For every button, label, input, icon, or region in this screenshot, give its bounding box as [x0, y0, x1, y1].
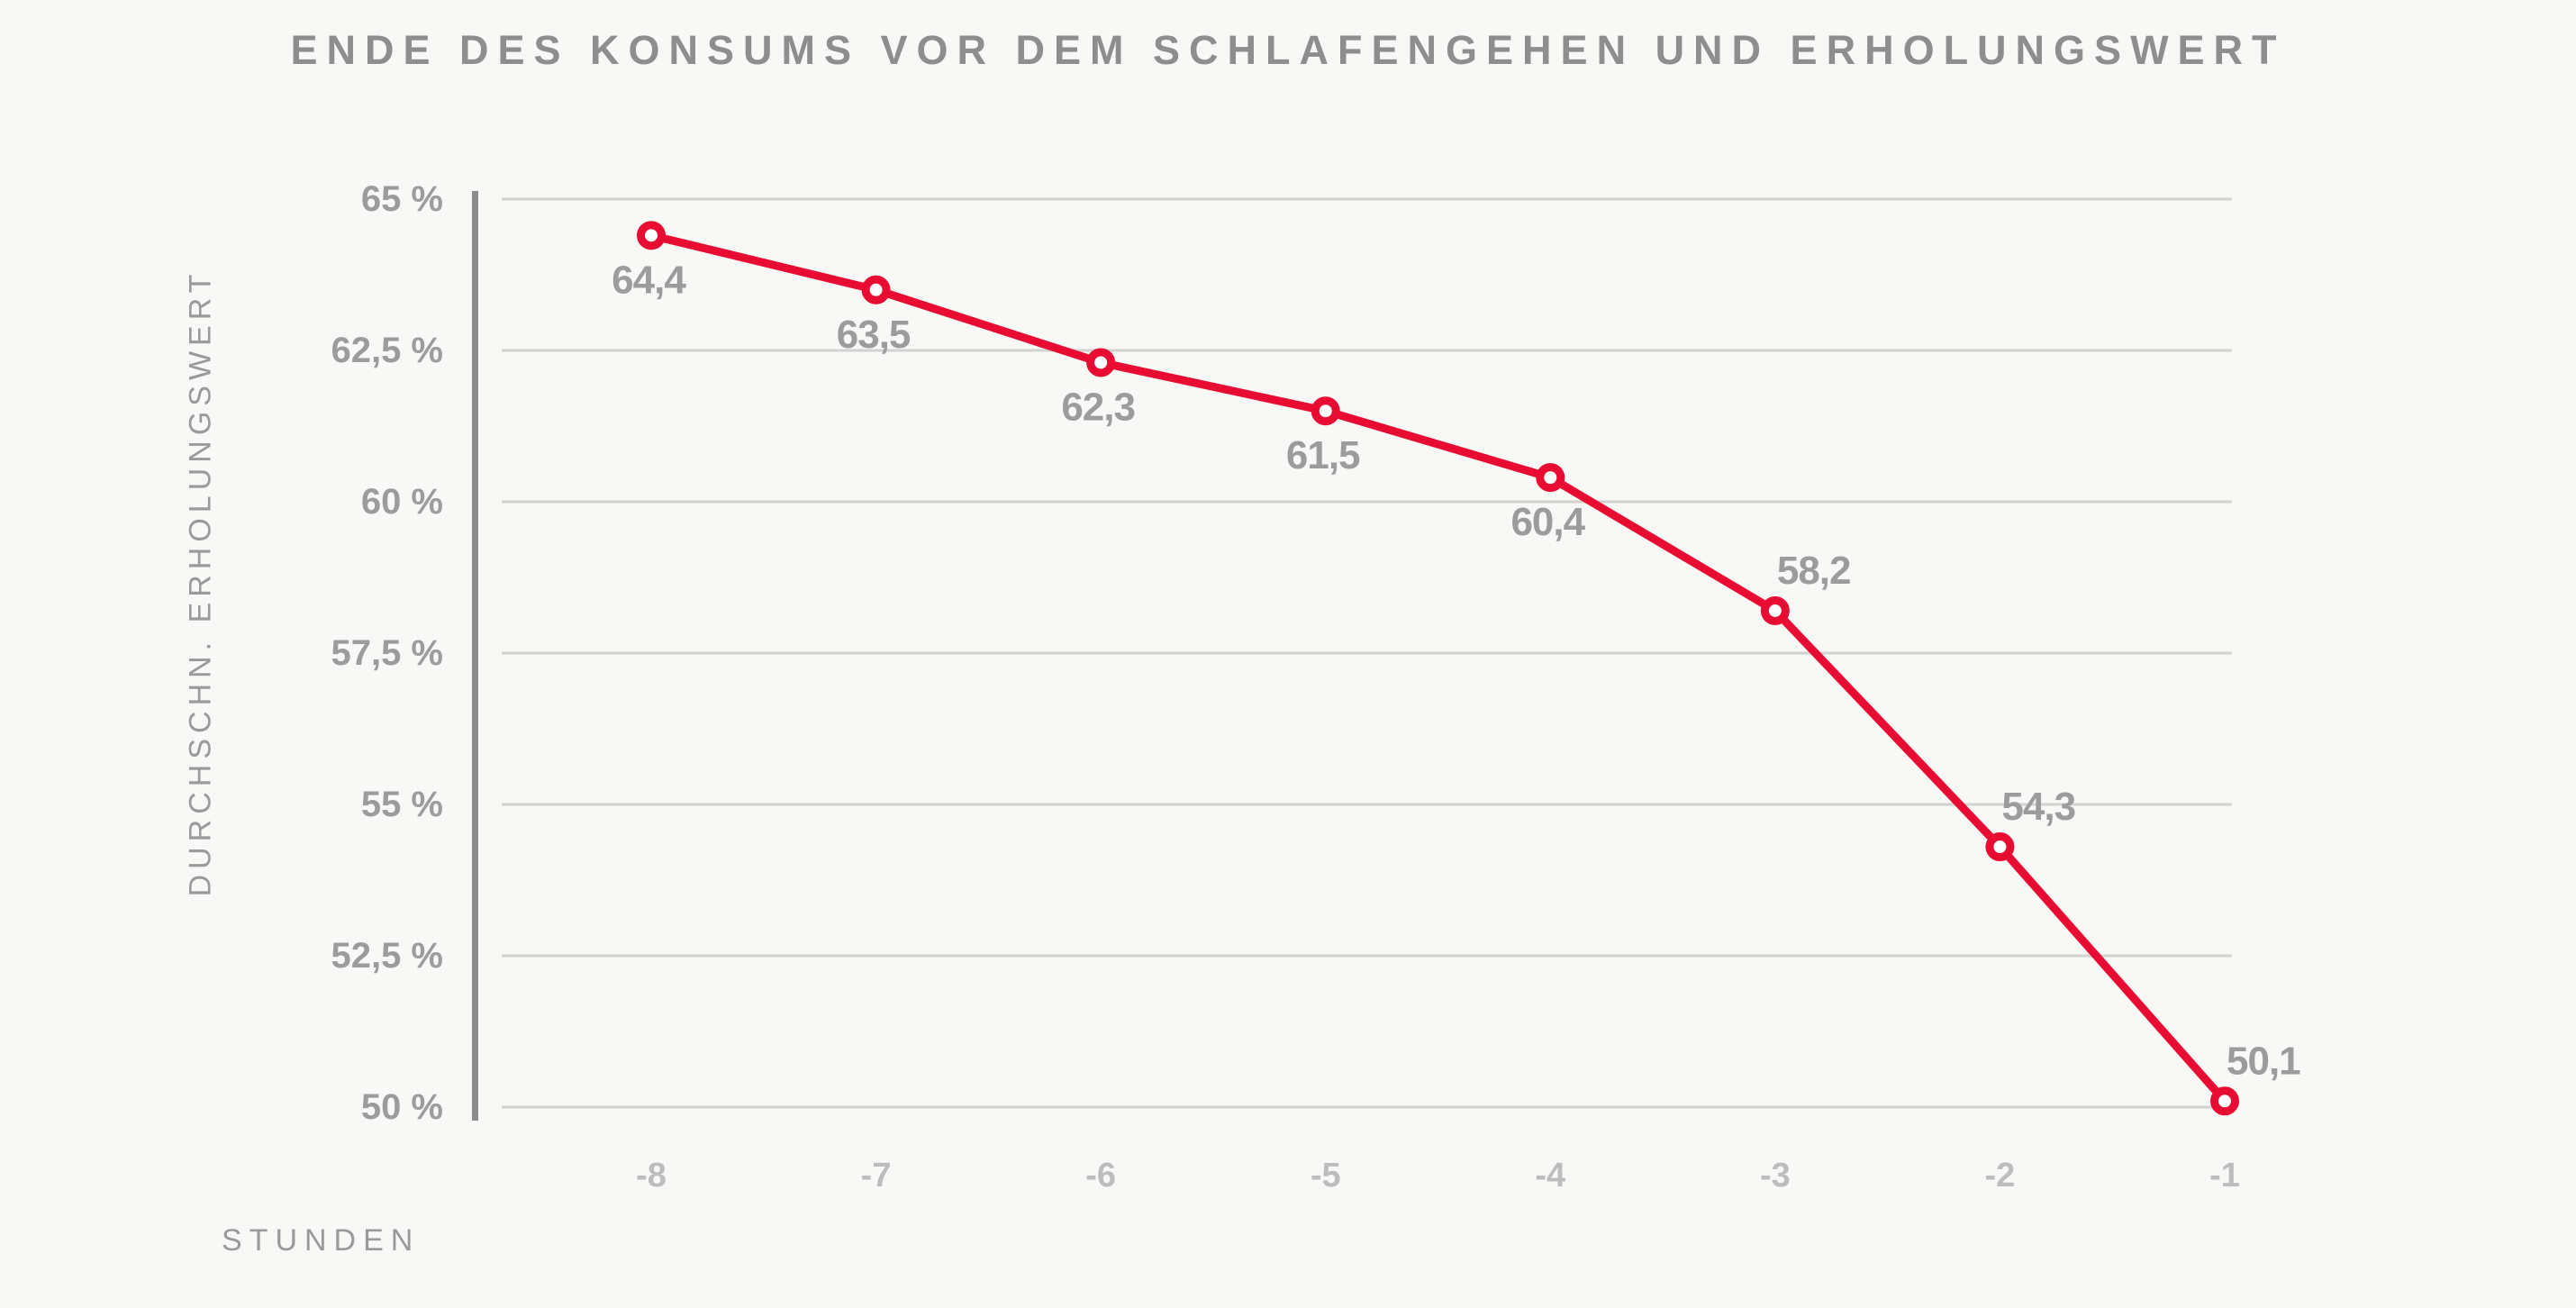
- data-point-marker: [1311, 396, 1340, 426]
- x-tick-label: -4: [1535, 1157, 1565, 1194]
- x-tick-label: -1: [2209, 1157, 2240, 1194]
- y-tick-label: 65 %: [361, 179, 443, 219]
- data-point-label: 50,1: [2227, 1039, 2300, 1083]
- chart-title: ENDE DES KONSUMS VOR DEM SCHLAFENGEHEN U…: [290, 27, 2286, 73]
- data-point-marker: [637, 221, 666, 250]
- y-tick-label: 60 %: [361, 482, 443, 522]
- data-point-marker: [1086, 348, 1116, 377]
- data-point-label: 58,2: [1777, 549, 1851, 593]
- x-tick-label: -8: [636, 1157, 667, 1194]
- y-tick-label: 57,5 %: [331, 633, 443, 673]
- x-tick-label: -7: [861, 1157, 892, 1194]
- data-point-marker: [2210, 1086, 2239, 1116]
- x-tick-label: -2: [1985, 1157, 2016, 1194]
- data-point-label: 63,5: [837, 313, 911, 357]
- data-point-marker: [1760, 595, 1790, 625]
- y-tick-label: 50 %: [361, 1087, 443, 1127]
- x-axis-title: STUNDEN: [222, 1223, 421, 1258]
- data-point-label: 54,3: [2001, 785, 2075, 829]
- data-point-marker: [1985, 832, 2015, 862]
- series-line: [647, 231, 2229, 1105]
- data-point-label: 60,4: [1510, 500, 1585, 544]
- y-axis-title: DURCHSCHN. ERHOLUNGSWERT: [183, 268, 218, 897]
- data-point-marker: [1536, 463, 1565, 493]
- y-tick-label: 52,5 %: [331, 936, 443, 976]
- data-point-marker: [861, 275, 891, 304]
- data-point-label: 64,4: [612, 258, 686, 302]
- y-axis-line: [472, 191, 478, 1121]
- y-tick-label: 62,5 %: [331, 331, 443, 370]
- data-point-label: 62,3: [1061, 385, 1135, 429]
- x-tick-label: -6: [1085, 1157, 1116, 1194]
- x-tick-label: -3: [1760, 1157, 1791, 1194]
- x-tick-label: -5: [1311, 1157, 1341, 1194]
- y-tick-label: 55 %: [361, 785, 443, 824]
- data-point-label: 61,5: [1286, 433, 1360, 477]
